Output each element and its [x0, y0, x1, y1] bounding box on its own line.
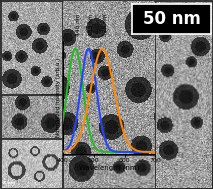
Text: 528 nm: 528 nm: [103, 14, 108, 36]
Text: 483 nm: 483 nm: [89, 14, 94, 36]
Text: 440 nm: 440 nm: [76, 14, 81, 36]
Text: 8 nm: 8 nm: [3, 181, 16, 185]
X-axis label: Wavelength (nm): Wavelength (nm): [79, 165, 139, 171]
Text: 50 nm: 50 nm: [142, 10, 200, 28]
Y-axis label: Normalized Intensity (arb.u.): Normalized Intensity (arb.u.): [56, 58, 61, 137]
